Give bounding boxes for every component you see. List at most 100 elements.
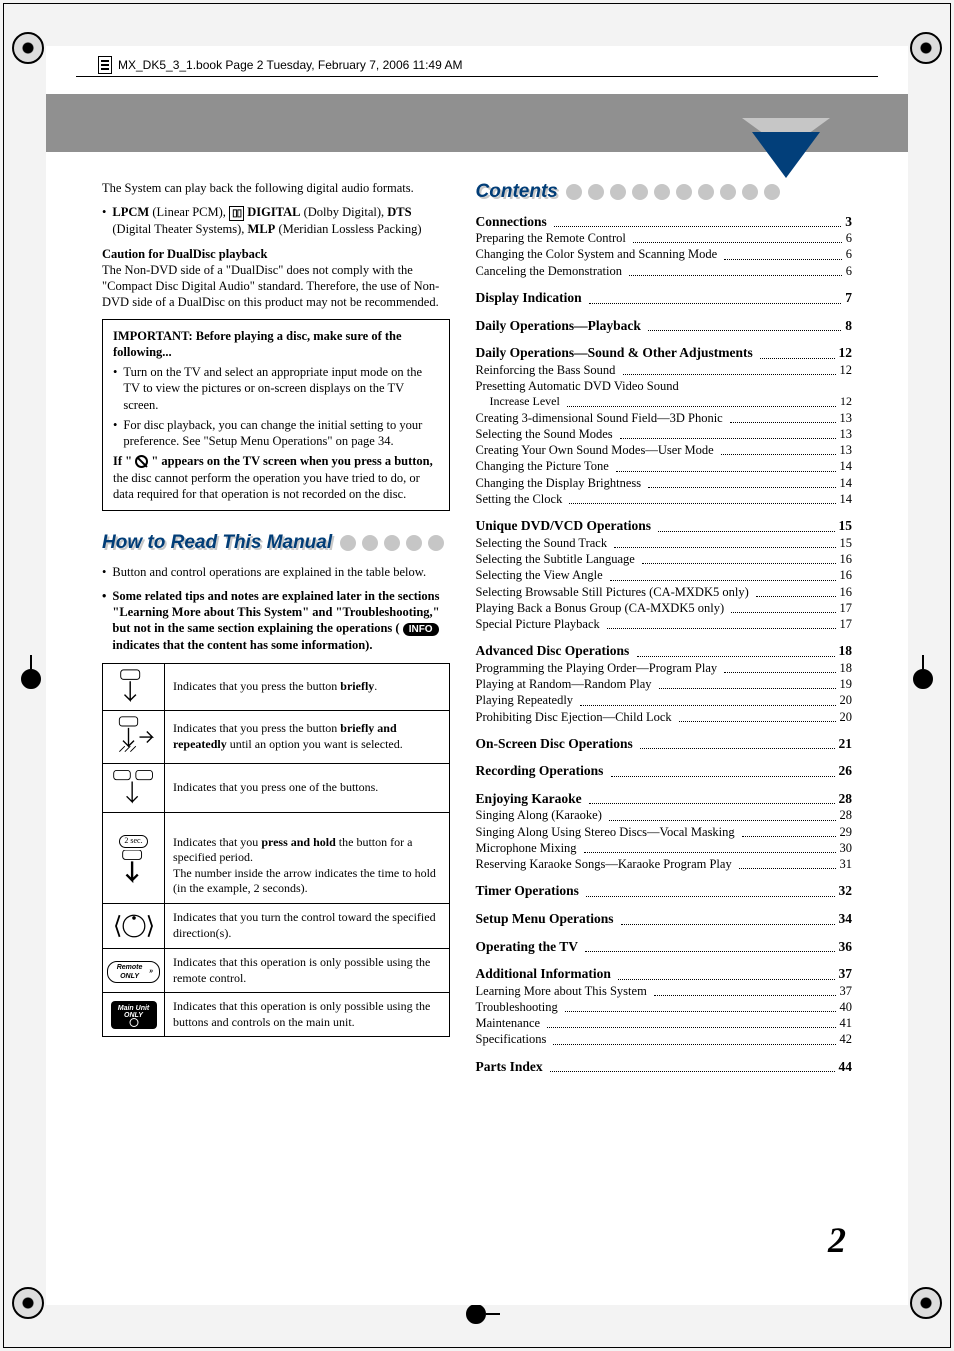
toc-row-label: Specifications — [476, 1031, 550, 1047]
icon-remote-only: Remote ONLY» — [103, 948, 165, 992]
toc-leader — [659, 676, 836, 689]
toc-section: Connections 3Preparing the Remote Contro… — [476, 213, 852, 279]
dot-icon — [406, 535, 422, 551]
toc-leader — [618, 965, 834, 980]
bookline-text: MX_DK5_3_1.book Page 2 Tuesday, February… — [118, 58, 462, 72]
toc-row-page: 16 — [840, 584, 853, 600]
r1-pre: Indicates that you press the button — [173, 679, 340, 693]
toc-row: Changing the Display Brightness 14 — [476, 475, 852, 491]
dot-icon — [588, 184, 604, 200]
table-row: Indicates that you press the button brie… — [103, 663, 450, 710]
crop-line-bottom — [3, 1347, 951, 1348]
toc-row-page: 16 — [840, 567, 853, 583]
toc-row-label: Maintenance — [476, 1015, 544, 1031]
toc-leader — [580, 692, 835, 705]
dot-icon — [362, 535, 378, 551]
r2-pre: Indicates that you press the button — [173, 721, 340, 735]
toc-row-page: 6 — [846, 263, 852, 279]
toc-leader — [731, 600, 835, 613]
dot-icon — [720, 184, 736, 200]
toc-leader — [550, 1058, 834, 1073]
toc-head-label: Daily Operations—Playback — [476, 317, 645, 335]
toc-leader — [724, 660, 835, 673]
important-box: IMPORTANT: Before playing a disc, make s… — [102, 319, 450, 512]
toc-row-label: Selecting the Sound Track — [476, 535, 611, 551]
toc-row-page: 13 — [840, 426, 853, 442]
toc-row: Troubleshooting 40 — [476, 999, 852, 1015]
toc-leader — [554, 213, 841, 228]
toc-row: Creating Your Own Sound Modes—User Mode … — [476, 442, 852, 458]
mlp-label: MLP — [248, 222, 276, 236]
toc-leader — [553, 1031, 835, 1044]
toc-row-page: 18 — [840, 660, 853, 676]
how-bullet-2: • Some related tips and notes are explai… — [102, 588, 450, 653]
toc-head: Enjoying Karaoke 28 — [476, 790, 852, 808]
toc-leader — [565, 999, 836, 1012]
toc-row-label: Creating 3-dimensional Sound Field—3D Ph… — [476, 410, 726, 426]
formats-line: LPCM (Linear PCM), ▯▯ DIGITAL (Dolby Dig… — [112, 204, 449, 237]
toc-section: Timer Operations 32 — [476, 882, 852, 900]
table-cell-r3: Indicates that you press one of the butt… — [165, 763, 450, 812]
r1-post: . — [374, 679, 377, 693]
toc-leader — [609, 807, 835, 820]
table-cell-r1: Indicates that you press the button brie… — [165, 663, 450, 710]
table-row: Indicates that you turn the control towa… — [103, 903, 450, 948]
toc-leader — [607, 616, 836, 629]
toc-row-label: Selecting the View Angle — [476, 567, 606, 583]
table-cell-r4: Indicates that you press and hold the bu… — [165, 812, 450, 903]
toc-row-label: Special Picture Playback — [476, 616, 603, 632]
toc-row-page: 17 — [840, 600, 853, 616]
if-post: " appears on the TV screen when you pres… — [148, 454, 433, 468]
toc-leader — [654, 983, 836, 996]
bullet-dot: • — [102, 204, 106, 237]
toc-head-page: 3 — [845, 213, 852, 231]
toc-row-label: Selecting Browsable Still Pictures (CA-M… — [476, 584, 752, 600]
box-bullet-2-text: For disc playback, you can change the in… — [123, 417, 438, 450]
toc-leader — [637, 642, 835, 657]
toc-row-label: Changing the Color System and Scanning M… — [476, 246, 721, 262]
toc-row-label: Singing Along Using Stereo Discs—Vocal M… — [476, 824, 738, 840]
toc-row: Selecting the Sound Track 15 — [476, 535, 852, 551]
toc-head-label: Unique DVD/VCD Operations — [476, 517, 655, 535]
icon-press-briefly — [103, 663, 165, 710]
crop-line-left — [3, 3, 4, 1347]
main-unit-badge: Main Unit ONLY — [111, 1001, 157, 1029]
table-cell-r5: Indicates that you turn the control towa… — [165, 903, 450, 948]
toc-leader — [620, 426, 836, 439]
toc-row: Microphone Mixing 30 — [476, 840, 852, 856]
toc-row-label: Preparing the Remote Control — [476, 230, 629, 246]
important-heading: IMPORTANT: Before playing a disc, make s… — [113, 328, 439, 361]
remote-only-badge: Remote ONLY» — [107, 961, 160, 983]
toc-section: Daily Operations—Playback 8 — [476, 317, 852, 335]
if-tail: the disc cannot perform the operation yo… — [113, 471, 420, 501]
formats-bullet: • LPCM (Linear PCM), ▯▯ DIGITAL (Dolby D… — [102, 204, 450, 237]
toc-leader — [610, 567, 836, 580]
toc-row-page: 12 — [840, 362, 853, 378]
toc-head-label: Timer Operations — [476, 882, 583, 900]
toc-head-page: 18 — [839, 642, 853, 660]
toc-row: Maintenance 41 — [476, 1015, 852, 1031]
toc-row-label: Setting the Clock — [476, 491, 566, 507]
box-bullet-1-text: Turn on the TV and select an appropriate… — [123, 364, 438, 413]
lpcm-label: LPCM — [112, 205, 149, 219]
toc-head: Additional Information 37 — [476, 965, 852, 983]
dot-icon — [610, 184, 626, 200]
toc-head: On-Screen Disc Operations 21 — [476, 735, 852, 753]
digital-paren: (Dolby Digital), — [300, 205, 387, 219]
toc-leader — [633, 230, 842, 243]
toc-row-label: Playing Repeatedly — [476, 692, 577, 708]
toc-section: Parts Index 44 — [476, 1058, 852, 1076]
table-cell-r6: Indicates that this operation is only po… — [165, 948, 450, 992]
dot-icon — [764, 184, 780, 200]
toc-head-page: 44 — [839, 1058, 853, 1076]
toc-row: Presetting Automatic DVD Video Sound — [476, 378, 852, 394]
toc-row-page: 15 — [840, 535, 853, 551]
toc-row-label: Singing Along (Karaoke) — [476, 807, 606, 823]
toc-leader — [679, 709, 836, 722]
toc-row-page: 20 — [840, 692, 853, 708]
dot-icon — [632, 184, 648, 200]
lpcm-paren: (Linear PCM), — [149, 205, 229, 219]
dot-icon — [566, 184, 582, 200]
toc-leader — [658, 517, 834, 532]
toc-head-label: Parts Index — [476, 1058, 547, 1076]
